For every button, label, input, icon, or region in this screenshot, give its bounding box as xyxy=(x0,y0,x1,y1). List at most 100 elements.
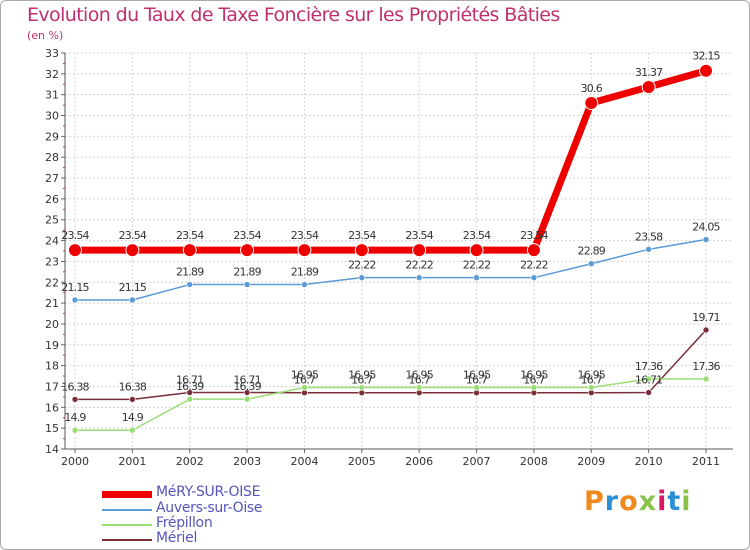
series-line-auvers xyxy=(75,238,707,301)
y-tick-label: 15 xyxy=(45,422,59,435)
data-point-frepillon xyxy=(243,395,251,403)
data-point-mery xyxy=(641,79,656,94)
data-point-auvers xyxy=(129,296,136,304)
data-point-frepillon xyxy=(415,384,423,391)
x-tick-label: 2000 xyxy=(61,455,89,468)
data-point-meriel xyxy=(129,396,136,403)
data-label-auvers: 22.22 xyxy=(348,259,376,272)
data-label-meriel: 16.38 xyxy=(119,380,147,393)
chart-unit-label: (en %) xyxy=(27,29,64,42)
y-tick-label: 19 xyxy=(45,339,59,352)
data-label-frepillon: 16.95 xyxy=(291,369,319,382)
x-tick-label: 2009 xyxy=(577,455,605,468)
data-label-mery: 23.54 xyxy=(348,229,376,242)
data-point-auvers xyxy=(530,274,538,281)
x-tick-label: 2011 xyxy=(692,455,720,468)
y-tick-label: 27 xyxy=(45,172,59,185)
data-label-auvers: 22.22 xyxy=(520,259,548,272)
data-label-meriel: 16.7 xyxy=(351,374,373,387)
data-point-mery xyxy=(699,63,713,78)
data-point-mery xyxy=(526,243,541,258)
legend-swatch-auvers xyxy=(102,509,152,511)
legend-label-auvers: Auvers-sur-Oise xyxy=(156,500,263,516)
y-tick-label: 32 xyxy=(45,68,59,81)
data-point-mery xyxy=(182,243,197,258)
data-label-auvers: 24.05 xyxy=(692,221,720,234)
y-tick-label: 21 xyxy=(45,297,59,310)
data-point-frepillon xyxy=(587,384,595,391)
data-point-auvers xyxy=(587,260,595,268)
legend-label-mery: MéRY-SUR-OISE xyxy=(156,484,261,500)
logo-letter: i xyxy=(681,486,692,517)
data-label-auvers: 23.58 xyxy=(635,230,663,243)
y-tick-label: 28 xyxy=(45,151,59,164)
data-point-auvers xyxy=(301,281,308,288)
legend-label-meriel: Mériel xyxy=(156,530,198,546)
data-label-frepillon: 16.95 xyxy=(463,369,491,382)
data-label-meriel: 16.7 xyxy=(294,374,316,387)
y-tick-label: 33 xyxy=(45,47,59,60)
data-label-frepillon: 16.95 xyxy=(578,369,606,382)
data-point-frepillon xyxy=(186,395,194,403)
data-label-frepillon: 16.95 xyxy=(520,369,548,382)
series-line-meriel xyxy=(75,329,707,401)
data-point-meriel xyxy=(186,389,194,396)
x-tick-label: 2010 xyxy=(635,455,663,468)
data-label-meriel: 16.7 xyxy=(466,374,488,387)
y-tick-label: 31 xyxy=(45,89,59,102)
data-label-mery: 32.15 xyxy=(692,50,720,63)
data-point-mery xyxy=(240,243,255,258)
y-tick-label: 16 xyxy=(45,401,59,414)
data-point-meriel xyxy=(71,396,79,403)
data-label-meriel: 16.71 xyxy=(233,374,261,387)
data-label-meriel: 19.71 xyxy=(692,311,720,324)
data-point-mery xyxy=(297,243,312,258)
data-point-auvers xyxy=(243,281,251,288)
data-point-frepillon xyxy=(645,375,652,383)
data-label-auvers: 22.22 xyxy=(463,259,491,272)
data-point-auvers xyxy=(186,281,194,288)
data-point-mery xyxy=(469,243,484,258)
x-tick-label: 2001 xyxy=(118,455,146,468)
data-label-auvers: 21.15 xyxy=(119,281,147,294)
legend-label-frepillon: Frépillon xyxy=(156,515,213,531)
x-tick-label: 2008 xyxy=(520,455,548,468)
data-label-auvers: 21.15 xyxy=(61,281,89,294)
x-tick-label: 2005 xyxy=(348,455,376,468)
x-tick-label: 2007 xyxy=(463,455,491,468)
data-point-mery xyxy=(584,96,599,111)
y-tick-label: 25 xyxy=(45,214,59,227)
y-tick-label: 18 xyxy=(45,360,59,373)
data-label-meriel: 16.71 xyxy=(176,374,204,387)
data-label-mery: 23.54 xyxy=(463,229,491,242)
data-point-mery xyxy=(125,243,140,258)
data-point-mery xyxy=(354,243,369,258)
data-label-mery: 23.54 xyxy=(520,229,548,242)
legend-swatch-mery xyxy=(102,491,152,498)
data-point-meriel xyxy=(645,389,652,396)
chart-title: Evolution du Taux de Taxe Foncière sur l… xyxy=(27,4,560,26)
logo-letter: t xyxy=(667,486,682,517)
data-point-frepillon xyxy=(702,375,710,383)
data-point-auvers xyxy=(415,274,423,281)
data-label-frepillon: 16.95 xyxy=(348,369,376,382)
data-point-auvers xyxy=(645,246,652,253)
y-tick-label: 14 xyxy=(45,443,59,456)
data-label-meriel: 16.71 xyxy=(635,374,663,387)
data-point-auvers xyxy=(71,296,79,304)
logo-letter: P xyxy=(584,486,605,517)
data-label-auvers: 22.89 xyxy=(578,245,606,258)
data-point-auvers xyxy=(473,274,480,281)
y-tick-label: 22 xyxy=(45,276,59,289)
logo-letter: r xyxy=(604,486,620,517)
data-label-frepillon: 14.9 xyxy=(64,411,86,424)
data-label-auvers: 21.89 xyxy=(291,266,319,279)
data-label-frepillon: 17.36 xyxy=(692,360,720,373)
data-label-mery: 23.54 xyxy=(176,229,204,242)
data-label-frepillon: 14.9 xyxy=(122,411,144,424)
series-line-frepillon xyxy=(75,378,706,431)
y-tick-label: 23 xyxy=(45,255,59,268)
legend-swatch-frepillon xyxy=(102,524,152,526)
data-label-mery: 23.54 xyxy=(61,229,89,242)
